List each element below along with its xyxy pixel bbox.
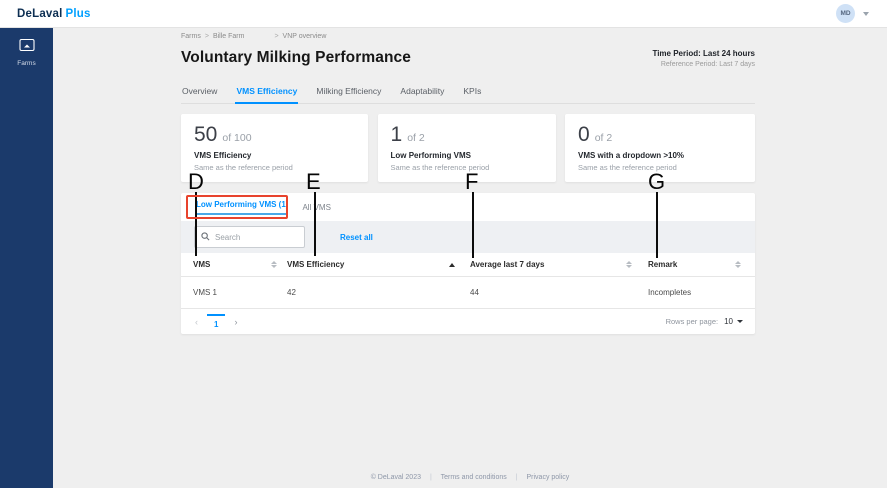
cell-vms-efficiency: 42	[287, 288, 296, 297]
rows-per-page-select[interactable]: 10	[724, 317, 743, 326]
table-filter-tabs: Low Performing VMS (1) All VMS	[181, 193, 755, 221]
annotation-letter-f: F	[465, 169, 479, 194]
filter-tab-low-performing-vms[interactable]: Low Performing VMS (1)	[196, 200, 289, 215]
annotation-highlight-box	[186, 195, 288, 219]
stat-value: 0	[578, 123, 590, 146]
stat-of: of 2	[407, 132, 425, 144]
cell-average-last-7-days: 44	[470, 288, 479, 297]
sidebar-item-label: Farms	[17, 60, 36, 67]
top-bar: DeLaval Plus MD	[0, 0, 887, 28]
sort-asc-icon[interactable]	[449, 262, 455, 267]
time-period-block: Time Period: Last 24 hours Reference Per…	[652, 49, 755, 68]
terms-link[interactable]: Terms and conditions	[440, 474, 507, 481]
column-header-remark[interactable]: Remark	[648, 260, 743, 269]
tab-kpis[interactable]: KPIs	[463, 86, 482, 96]
stat-subtext: Same as the reference period	[578, 163, 677, 172]
annotation-letter-g: G	[648, 169, 666, 194]
time-period: Time Period: Last 24 hours	[652, 49, 755, 58]
page-footer: © DeLaval 2023 | Terms and conditions | …	[370, 474, 570, 481]
stat-subtext: Same as the reference period	[390, 163, 490, 172]
reset-all-button[interactable]: Reset all	[340, 232, 373, 242]
breadcrumb-separator: >	[204, 33, 209, 40]
chevron-down-icon[interactable]	[863, 11, 869, 16]
main-area: Farms > Bille Farm > VNP overview Volunt…	[53, 28, 887, 488]
annotation-letter-d: D	[188, 169, 204, 194]
stat-of: of 2	[594, 132, 613, 144]
rows-per-page-label: Rows per page:	[665, 317, 719, 326]
stat-value: 50	[194, 123, 218, 146]
avatar[interactable]: MD	[836, 4, 855, 23]
search-input[interactable]	[215, 232, 295, 242]
stat-cards-row: 50 of 100 VMS Efficiency Same as the ref…	[181, 114, 755, 182]
previous-page-icon[interactable]: ‹	[195, 316, 198, 327]
page-number-current[interactable]: 1	[207, 314, 226, 329]
column-header-vms[interactable]: VMS	[193, 260, 287, 269]
search-box[interactable]	[194, 226, 305, 248]
annotation-line-g	[656, 192, 658, 258]
sidebar: Farms	[0, 28, 53, 488]
stat-subtext: Same as the reference period	[194, 163, 293, 172]
tab-bar: Overview VMS Efficiency Milking Efficien…	[181, 82, 755, 104]
vms-table-card: Low Performing VMS (1) All VMS Reset all…	[181, 193, 755, 334]
sidebar-item-farms[interactable]: Farms	[0, 28, 53, 67]
delaval-plus-logo[interactable]: DeLaval Plus	[17, 8, 91, 20]
page-title: Voluntary Milking Performance	[181, 49, 411, 66]
sort-icon[interactable]	[271, 261, 277, 268]
annotation-letter-e: E	[306, 169, 321, 194]
breadcrumb: Farms > Bille Farm > VNP overview	[181, 33, 755, 40]
stat-of: of 100	[222, 132, 252, 144]
user-menu[interactable]: MD	[836, 4, 869, 23]
breadcrumb-separator: >	[274, 33, 279, 40]
tab-milking-efficiency[interactable]: Milking Efficiency	[316, 86, 382, 96]
search-icon	[201, 228, 210, 246]
annotation-line-e	[314, 192, 316, 256]
copyright: © DeLaval 2023	[370, 474, 421, 481]
column-header-average-last-7-days[interactable]: Average last 7 days	[470, 260, 648, 269]
cell-remark: Incompletes	[648, 288, 692, 297]
tab-adaptability[interactable]: Adaptability	[400, 86, 445, 96]
breadcrumb-farms[interactable]: Farms	[181, 33, 201, 40]
tab-vms-efficiency[interactable]: VMS Efficiency	[235, 82, 299, 104]
stat-card-vms-dropdown: 0 of 2 VMS with a dropdown >10% Same as …	[565, 114, 755, 182]
reference-period: Reference Period: Last 7 days	[660, 61, 755, 68]
stat-label: VMS Efficiency	[194, 151, 252, 160]
logo-accent: Plus	[65, 7, 91, 20]
table-row[interactable]: VMS 1 42 44 Incompletes	[181, 277, 755, 308]
annotation-line-d	[195, 192, 197, 256]
table-header-row: VMS VMS Efficiency Average last 7 days R…	[181, 253, 755, 277]
stat-card-low-performing-vms: 1 of 2 Low Performing VMS Same as the re…	[377, 114, 556, 182]
sort-icon[interactable]	[626, 261, 632, 268]
table-toolbar: Reset all	[181, 221, 755, 253]
logo-primary: DeLaval	[17, 7, 63, 20]
filter-tab-all-vms[interactable]: All VMS	[302, 203, 331, 212]
farm-icon	[18, 38, 35, 57]
cell-vms: VMS 1	[193, 288, 218, 297]
stat-value: 1	[390, 123, 403, 146]
next-page-icon[interactable]: ›	[234, 316, 238, 327]
breadcrumb-farm-name[interactable]: Bille Farm	[212, 33, 245, 40]
sort-icon[interactable]	[735, 261, 741, 268]
tab-overview[interactable]: Overview	[182, 86, 218, 96]
chevron-down-icon	[737, 320, 743, 323]
stat-label: Low Performing VMS	[390, 151, 471, 160]
column-header-vms-efficiency[interactable]: VMS Efficiency	[287, 260, 470, 269]
privacy-link[interactable]: Privacy policy	[526, 474, 570, 481]
stat-label: VMS with a dropdown >10%	[578, 151, 685, 160]
stat-card-vms-efficiency: 50 of 100 VMS Efficiency Same as the ref…	[181, 114, 368, 182]
breadcrumb-vnp-overview[interactable]: VNP overview	[282, 33, 327, 40]
annotation-line-f	[472, 192, 474, 258]
pagination-bar: ‹ 1 › Rows per page: 10	[181, 308, 755, 334]
